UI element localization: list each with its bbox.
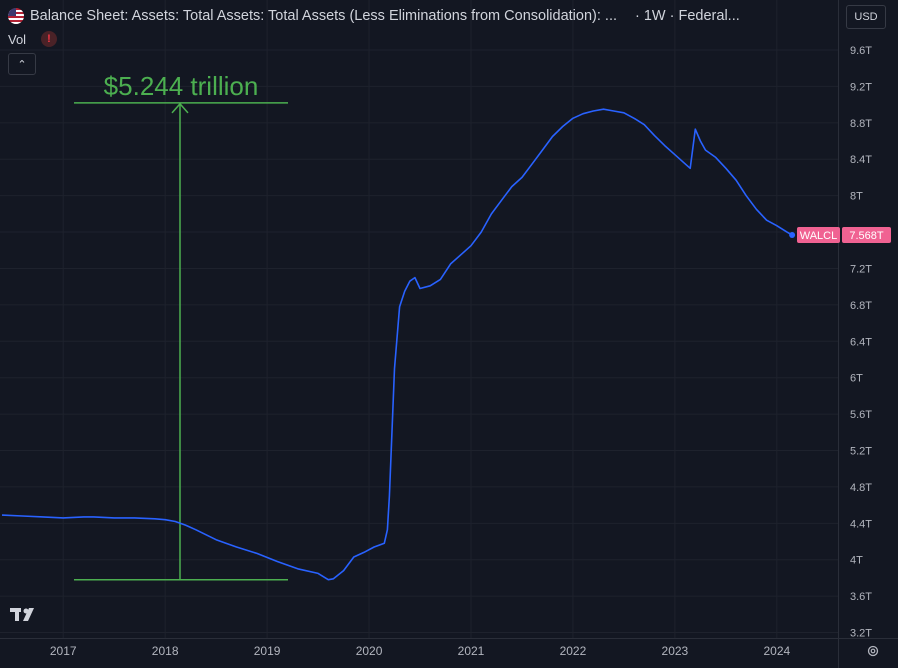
y-tick-label: 3.2T: [850, 628, 872, 640]
x-tick-label: 2019: [254, 644, 281, 658]
chart-header: Balance Sheet: Assets: Total Assets: Tot…: [8, 6, 740, 26]
x-tick-label: 2018: [152, 644, 179, 658]
y-tick-label: 4T: [850, 555, 863, 567]
y-tick-label: 4.4T: [850, 518, 872, 530]
symbol-badge-label: WALCL: [800, 230, 838, 242]
y-tick-label: 5.6T: [850, 409, 872, 421]
x-tick-label: 2021: [458, 644, 485, 658]
y-tick-label: 8.4T: [850, 154, 872, 166]
x-tick-label: 2023: [662, 644, 689, 658]
y-tick-label: 9.2T: [850, 81, 872, 93]
y-tick-label: 5.2T: [850, 446, 872, 458]
x-tick-label: 2022: [560, 644, 587, 658]
last-price-badge[interactable]: [842, 226, 891, 243]
last-price-value: 7.568T: [849, 230, 884, 242]
measure-tool[interactable]: $5.244 trillion: [74, 71, 288, 581]
currency-button[interactable]: USD: [846, 5, 886, 29]
y-tick-label: 6T: [850, 373, 863, 385]
last-value-point: [789, 231, 796, 238]
y-tick-label: 9.6T: [850, 45, 872, 57]
collapse-legend-button[interactable]: ⌃: [8, 53, 36, 75]
series-line-walcl[interactable]: [1, 108, 793, 581]
y-tick-label: 8T: [850, 191, 863, 203]
symbol-badge[interactable]: [797, 226, 840, 243]
tradingview-logo-icon[interactable]: [10, 605, 42, 625]
y-axis[interactable]: 9.6T9.2T8.8T8.4T8T7.6T7.2T6.8T6.4T6T5.6T…: [838, 0, 873, 668]
y-tick-label: 8.8T: [850, 118, 872, 130]
x-tick-label: 2024: [763, 644, 790, 658]
y-tick-label: 7.2T: [850, 263, 872, 275]
interval-source[interactable]: · 1W · Federal...: [635, 8, 740, 24]
measure-label[interactable]: $5.244 trillion: [104, 71, 259, 101]
measure-arrow-icon: [171, 102, 189, 114]
us-flag-icon: [8, 8, 24, 24]
x-tick-label: 2017: [50, 644, 77, 658]
y-tick-label: 3.6T: [850, 591, 872, 603]
y-tick-label: 6.8T: [850, 300, 872, 312]
x-tick-label: 2020: [356, 644, 383, 658]
y-tick-label: 6.4T: [850, 336, 872, 348]
x-axis[interactable]: 2017 2018 2019 2020 2021 2022 2023 2024: [0, 638, 898, 659]
series-title[interactable]: Balance Sheet: Assets: Total Assets: Tot…: [30, 8, 618, 24]
warning-icon[interactable]: !: [41, 31, 57, 47]
y-tick-label: 4.8T: [850, 482, 872, 494]
settings-gear-icon[interactable]: [866, 644, 880, 658]
volume-label[interactable]: Vol: [8, 32, 27, 47]
